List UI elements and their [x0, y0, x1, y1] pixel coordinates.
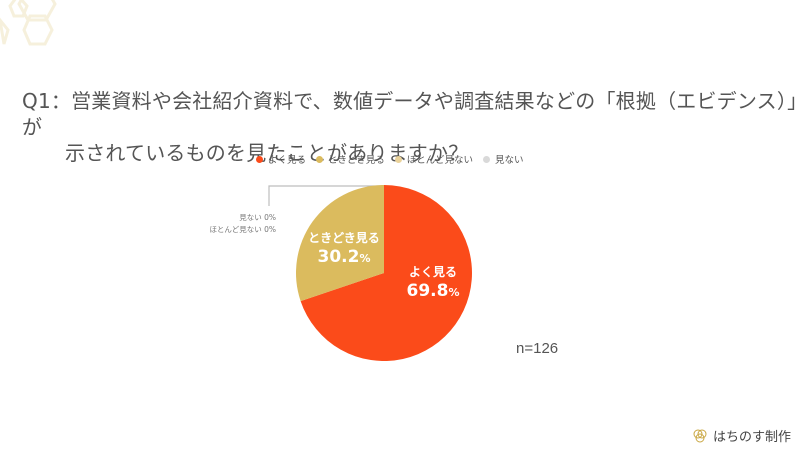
legend-item-rarely[interactable]: ほとんど見ない [394, 152, 473, 166]
slice-label-often: よく見る 69.8% [393, 264, 473, 304]
legend-dot-often-icon [256, 155, 263, 163]
honeycomb-decoration-icon [0, 0, 57, 46]
slice-label-sometimes: ときどき見る 30.2% [303, 230, 385, 270]
honeycomb-logo-icon [693, 429, 707, 442]
slice-name: ときどき見る [308, 231, 380, 245]
label-never-zero: 見ない 0% [239, 213, 276, 222]
legend-label: ときどき見る [328, 155, 385, 166]
legend-item-never[interactable]: 見ない [482, 152, 524, 166]
legend-item-sometimes[interactable]: ときどき見る [316, 152, 385, 166]
brand-name: はちのす制作 [713, 430, 792, 445]
brand-logo: はちのす制作 [692, 426, 791, 445]
legend-dot-rarely-icon [394, 155, 402, 163]
legend-item-often[interactable]: よく見る [256, 152, 306, 166]
chart-legend: よく見る ときどき見る ほとんど見ない 見ない [256, 152, 533, 166]
legend-label: よく見る [268, 155, 307, 166]
sample-size: n=126 [516, 340, 559, 357]
question-title: Q1：営業資料や会社紹介資料で、数値データや調査結果などの「根拠（エビデンス）」… [22, 88, 810, 166]
legend-label: ほとんど見ない [406, 155, 473, 166]
slice-name: よく見る [408, 265, 457, 279]
leader-line [268, 185, 384, 206]
title-line-1: Q1：営業資料や会社紹介資料で、数値データや調査結果などの「根拠（エビデンス）」… [22, 89, 808, 139]
label-rarely-zero: ほとんど見ない 0% [209, 225, 276, 234]
legend-dot-never-icon [482, 155, 490, 163]
pie-slice-often[interactable] [300, 185, 472, 361]
slice-value: 30.2 [317, 247, 360, 267]
slice-value: 69.8 [406, 281, 449, 301]
legend-dot-sometimes-icon [316, 155, 324, 163]
pie-slice-sometimes[interactable] [295, 185, 384, 302]
legend-label: 見ない [494, 155, 524, 166]
